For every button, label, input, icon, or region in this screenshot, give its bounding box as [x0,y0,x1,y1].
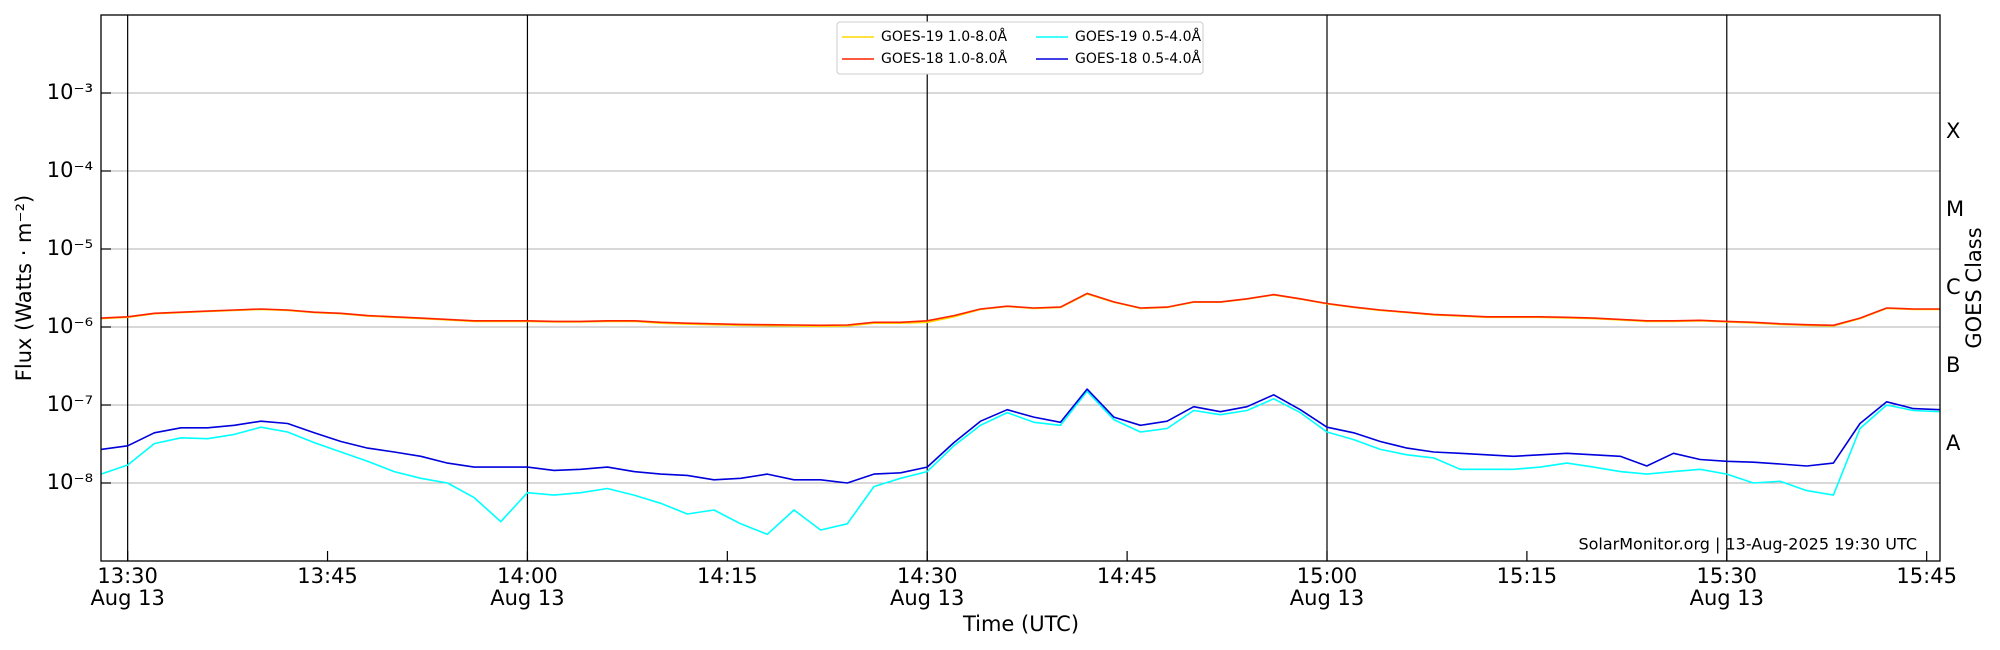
annotation: SolarMonitor.org | 13-Aug-2025 19:30 UTC [1578,535,1917,554]
y2-tick-label: X [1946,119,1960,143]
x-tick-label: 13:30 [97,564,158,588]
y-tick-label: 10⁻⁸ [47,470,93,494]
y-tick-label: 10⁻⁷ [47,392,93,416]
y-axis-label: Flux (Watts · m⁻²) [12,195,36,381]
legend-label: GOES-19 0.5-4.0Å [1075,28,1201,45]
y-tick-label: 10⁻⁶ [47,314,93,338]
legend-label: GOES-18 1.0-8.0Å [881,50,1007,67]
x-tick-label: 15:45 [1896,564,1957,588]
y-tick-label: 10⁻⁵ [47,236,93,260]
legend: GOES-19 1.0-8.0Å GOES-18 1.0-8.0Å GOES-19 … [836,21,1204,75]
plot-frame [100,14,1941,562]
x-tick-label: 15:00 [1297,564,1358,588]
legend-label: GOES-19 1.0-8.0Å [881,28,1007,45]
y2-tick-label: A [1946,431,1961,455]
x-tick-label: Aug 13 [490,586,564,610]
y2-tick-label: C [1946,275,1961,299]
x-tick-label: 13:45 [297,564,358,588]
y2-axis-label: GOES Class [1962,227,1986,348]
series-line [100,388,1941,484]
legend-box [836,21,1204,75]
y-tick-label: 10⁻³ [47,80,93,104]
x-tick-label: 15:30 [1697,564,1758,588]
series-line [100,292,1940,327]
x-tick-label: 14:00 [497,564,558,588]
x-tick-label: Aug 13 [1290,586,1364,610]
x-tick-label: Aug 13 [90,586,164,610]
x-tick-label: 14:30 [897,564,958,588]
x-tick-label: Aug 13 [890,586,964,610]
y2-tick-label: B [1946,353,1960,377]
legend-label: GOES-18 0.5-4.0Å [1075,50,1201,67]
series-line [100,390,1941,536]
x-tick-label: Aug 13 [1690,586,1764,610]
x-tick-label: 15:15 [1497,564,1558,588]
x-tick-label: 14:15 [697,564,758,588]
y-tick-label: 10⁻⁴ [47,158,93,182]
y2-tick-label: M [1946,197,1964,221]
x-axis-label: Time (UTC) [962,612,1079,636]
x-tick-label: 14:45 [1097,564,1158,588]
